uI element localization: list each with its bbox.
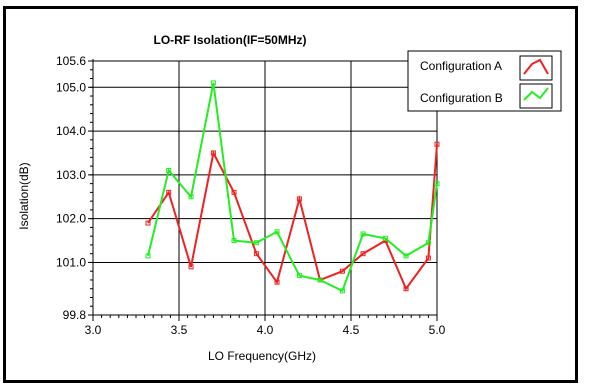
y-tick-label-0: 99.8 bbox=[63, 308, 87, 322]
y-tick-label-2: 102.0 bbox=[56, 212, 86, 226]
legend-swatch-frame-a bbox=[520, 56, 552, 80]
y-tick-label-1: 101.0 bbox=[56, 255, 86, 269]
grid bbox=[93, 61, 437, 315]
x-tick-label-1: 3.5 bbox=[171, 323, 188, 337]
legend: Configuration A Configuration B bbox=[408, 51, 561, 111]
axes: 99.8 101.0 102.0 103.0 104.0 105.0 105.6 3.0 3.5… bbox=[56, 54, 446, 337]
legend-label-configuration-b: Configuration B bbox=[420, 91, 503, 105]
chart-title: LO-RF Isolation(IF=50MHz) bbox=[154, 33, 307, 47]
series-layer bbox=[146, 81, 439, 293]
x-tick-label-4: 5.0 bbox=[429, 323, 446, 337]
series-line-configuration-a bbox=[148, 144, 437, 289]
x-tick-label-2: 4.0 bbox=[257, 323, 274, 337]
x-tick-label-3: 4.5 bbox=[343, 323, 360, 337]
y-axis-title: Isolation(dB) bbox=[17, 162, 31, 229]
legend-label-configuration-a: Configuration A bbox=[420, 59, 502, 73]
x-axis-title: LO Frequency(GHz) bbox=[208, 349, 316, 363]
y-tick-label-4: 104.0 bbox=[56, 124, 86, 138]
x-tick-label-0: 3.0 bbox=[85, 323, 102, 337]
y-tick-label-3: 103.0 bbox=[56, 168, 86, 182]
y-tick-label-6: 105.6 bbox=[56, 54, 86, 68]
y-tick-label-5: 105.0 bbox=[56, 80, 86, 94]
